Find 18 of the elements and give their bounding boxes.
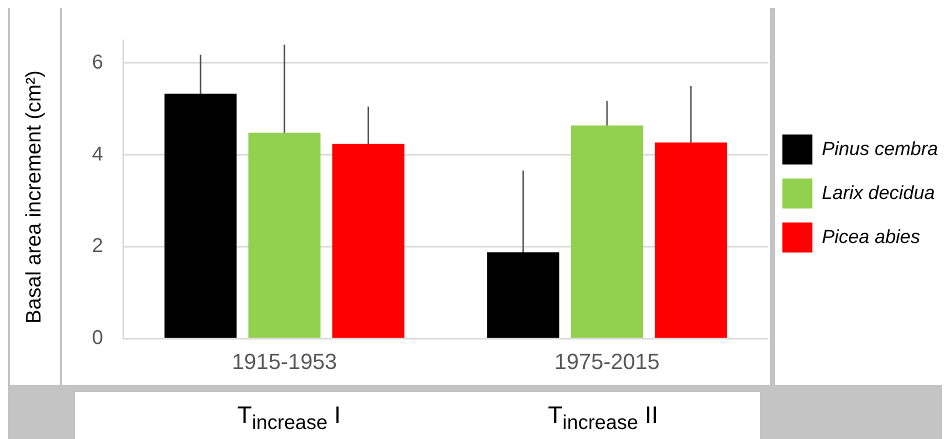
bar [654, 142, 727, 338]
y-tick-label: 6 [92, 51, 104, 74]
y-tick-label: 4 [92, 143, 104, 166]
legend-label: Picea abies [822, 226, 921, 248]
legend-label: Pinus cembra [822, 138, 938, 160]
legend-label: Larix decidua [822, 182, 935, 204]
y-axis-title: Basal area increment (cm²) [23, 70, 47, 324]
text: T$_{increase}$ II [546, 402, 660, 435]
bar [487, 252, 560, 338]
bar [248, 132, 320, 338]
bar [570, 125, 644, 338]
x-tick-label: 1975-2015 [554, 348, 660, 374]
bar [164, 94, 237, 338]
y-tick-label: 0 [92, 327, 104, 350]
text: T$_{increase}$ I [236, 402, 342, 435]
x-tick-label: 1915-1953 [232, 348, 338, 374]
bar [332, 144, 404, 338]
y-tick-label: 2 [92, 235, 104, 258]
